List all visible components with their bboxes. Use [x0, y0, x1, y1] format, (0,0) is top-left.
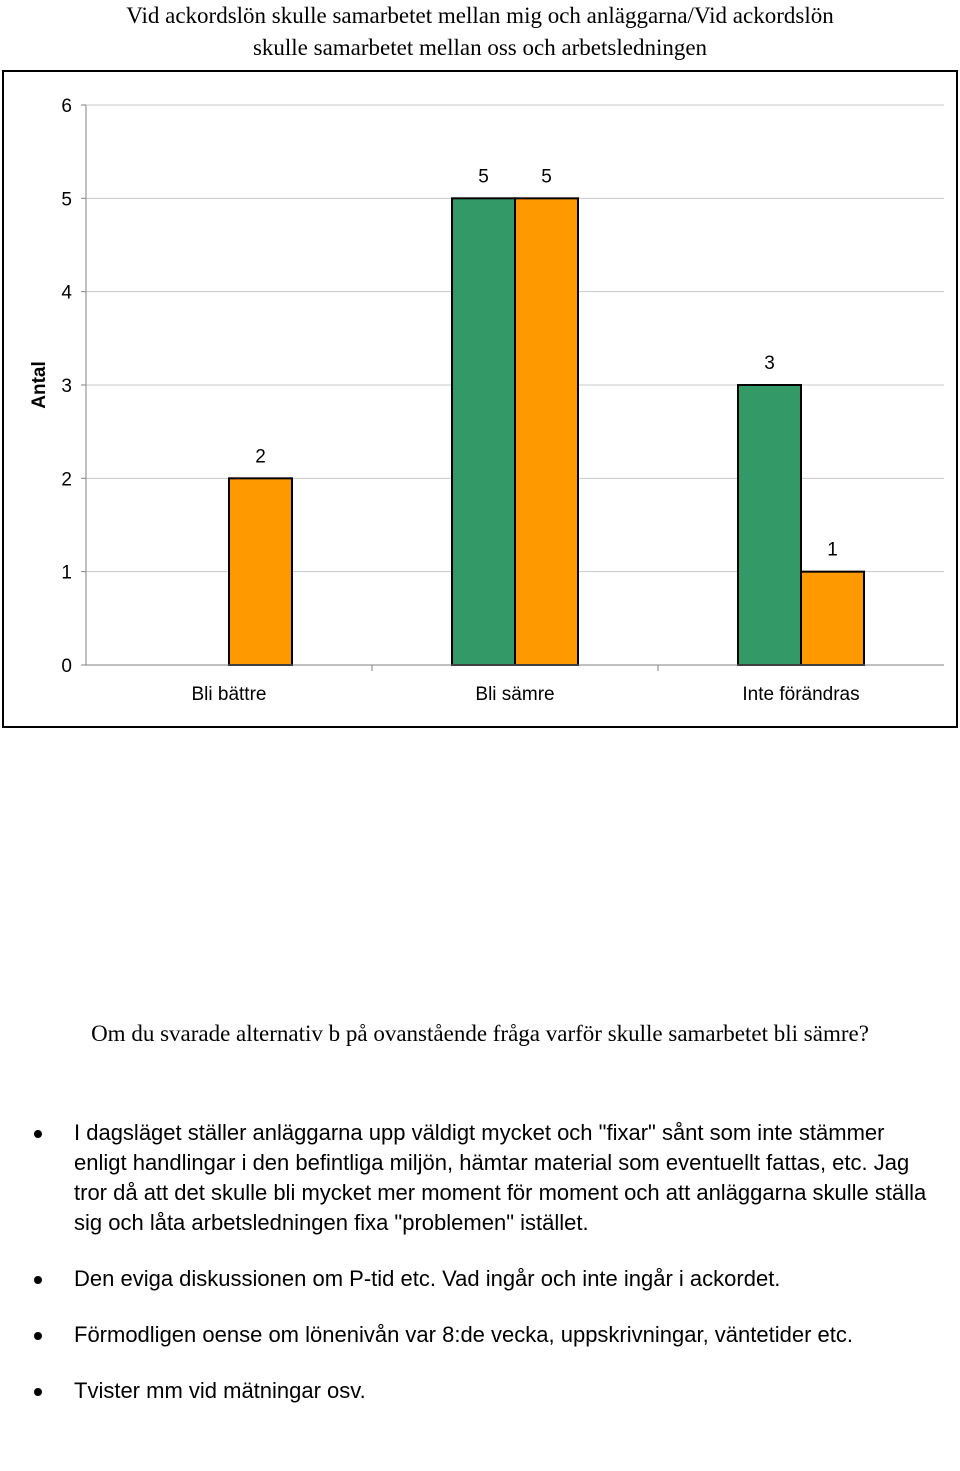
x-category-label: Bli sämre	[475, 684, 554, 705]
answer-text: Den eviga diskussionen om P-tid etc. Vad…	[74, 1266, 781, 1291]
x-axis-categories: Bli bättre Bli sämre Inte förändras	[192, 665, 860, 705]
bar-data-labels: 2 5 5 3 1	[255, 166, 838, 560]
answer-list: I dagsläget ställer anläggarna upp väldi…	[0, 1118, 960, 1432]
answer-item: Tvister mm vid mätningar osv.	[0, 1376, 960, 1406]
bar-data-label: 2	[255, 446, 266, 467]
bullet-icon	[34, 1388, 42, 1396]
x-category-label: Inte förändras	[742, 684, 859, 705]
bar-data-label: 3	[764, 353, 775, 374]
bullet-icon	[34, 1130, 42, 1138]
answer-item: Förmodligen oense om lönenivån var 8:de …	[0, 1320, 960, 1350]
bar-data-label: 5	[541, 166, 552, 187]
bar	[514, 197, 579, 666]
y-tick-label: 4	[61, 283, 72, 304]
answer-text: Förmodligen oense om lönenivån var 8:de …	[74, 1322, 853, 1347]
answer-item: I dagsläget ställer anläggarna upp väldi…	[0, 1118, 960, 1238]
bullet-icon	[34, 1332, 42, 1340]
chart-title: Vid ackordslön skulle samarbetet mellan …	[0, 0, 960, 64]
follow-up-question: Om du svarade alternativ b på ovanståend…	[91, 1021, 869, 1046]
bar-data-label: 5	[478, 166, 489, 187]
y-tick-label: 6	[61, 96, 72, 117]
bullet-icon	[34, 1276, 42, 1284]
bar-chart: 0 1 2 3 4 5 6 2 5 5 3 1 Bli bättre Bli sämre Inte fö…	[2, 70, 958, 728]
chart-title-line-2: skulle samarbetet mellan oss och arbetsl…	[252, 35, 708, 60]
y-axis-ticks: 0 1 2 3 4 5 6	[61, 96, 86, 677]
bar	[451, 197, 516, 666]
y-tick-label: 2	[61, 469, 72, 490]
chart-title-line-1: Vid ackordslön skulle samarbetet mellan …	[126, 3, 834, 28]
x-category-label: Bli bättre	[192, 684, 267, 705]
answer-text: Tvister mm vid mätningar osv.	[74, 1378, 366, 1403]
y-tick-label: 0	[61, 656, 72, 677]
y-tick-label: 3	[61, 376, 72, 397]
y-tick-label: 5	[61, 189, 72, 210]
y-axis-label: Antal	[29, 361, 50, 409]
bar	[737, 384, 802, 666]
bar	[800, 570, 865, 666]
y-tick-label: 1	[61, 563, 72, 584]
bar-data-label: 1	[827, 540, 838, 561]
bars	[228, 197, 865, 667]
bar	[228, 477, 293, 667]
answer-item: Den eviga diskussionen om P-tid etc. Vad…	[0, 1264, 960, 1294]
answer-text: I dagsläget ställer anläggarna upp väldi…	[74, 1120, 927, 1235]
